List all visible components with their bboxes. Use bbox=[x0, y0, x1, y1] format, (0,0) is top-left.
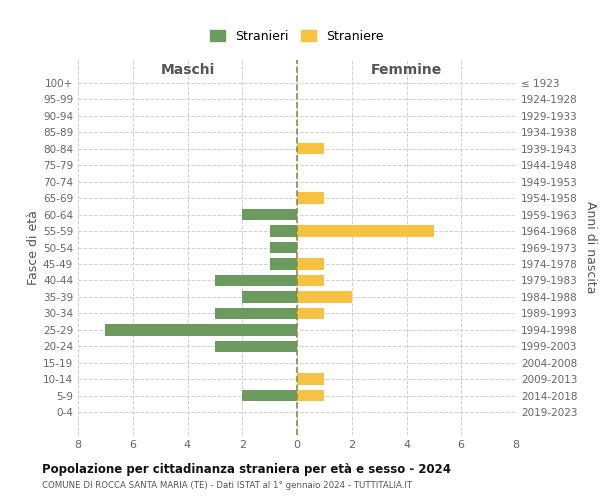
Bar bbox=[215, 308, 297, 319]
Bar bbox=[297, 143, 325, 154]
Legend: Stranieri, Straniere: Stranieri, Straniere bbox=[205, 25, 389, 48]
Bar bbox=[297, 192, 325, 204]
Bar bbox=[297, 390, 325, 402]
Bar bbox=[297, 291, 352, 302]
Text: Maschi: Maschi bbox=[160, 62, 215, 76]
Bar bbox=[297, 308, 325, 319]
Bar bbox=[242, 291, 297, 302]
Bar bbox=[242, 209, 297, 220]
Text: COMUNE DI ROCCA SANTA MARIA (TE) - Dati ISTAT al 1° gennaio 2024 - TUTTITALIA.IT: COMUNE DI ROCCA SANTA MARIA (TE) - Dati … bbox=[42, 481, 412, 490]
Y-axis label: Anni di nascita: Anni di nascita bbox=[584, 201, 597, 294]
Bar bbox=[297, 226, 434, 237]
Bar bbox=[106, 324, 297, 336]
Bar bbox=[269, 258, 297, 270]
Y-axis label: Fasce di età: Fasce di età bbox=[27, 210, 40, 285]
Bar bbox=[297, 258, 325, 270]
Bar bbox=[297, 274, 325, 286]
Text: Femmine: Femmine bbox=[371, 62, 442, 76]
Bar bbox=[215, 340, 297, 352]
Bar bbox=[242, 390, 297, 402]
Bar bbox=[269, 242, 297, 254]
Text: Popolazione per cittadinanza straniera per età e sesso - 2024: Popolazione per cittadinanza straniera p… bbox=[42, 462, 451, 475]
Bar bbox=[269, 226, 297, 237]
Bar bbox=[297, 374, 325, 385]
Bar bbox=[215, 274, 297, 286]
